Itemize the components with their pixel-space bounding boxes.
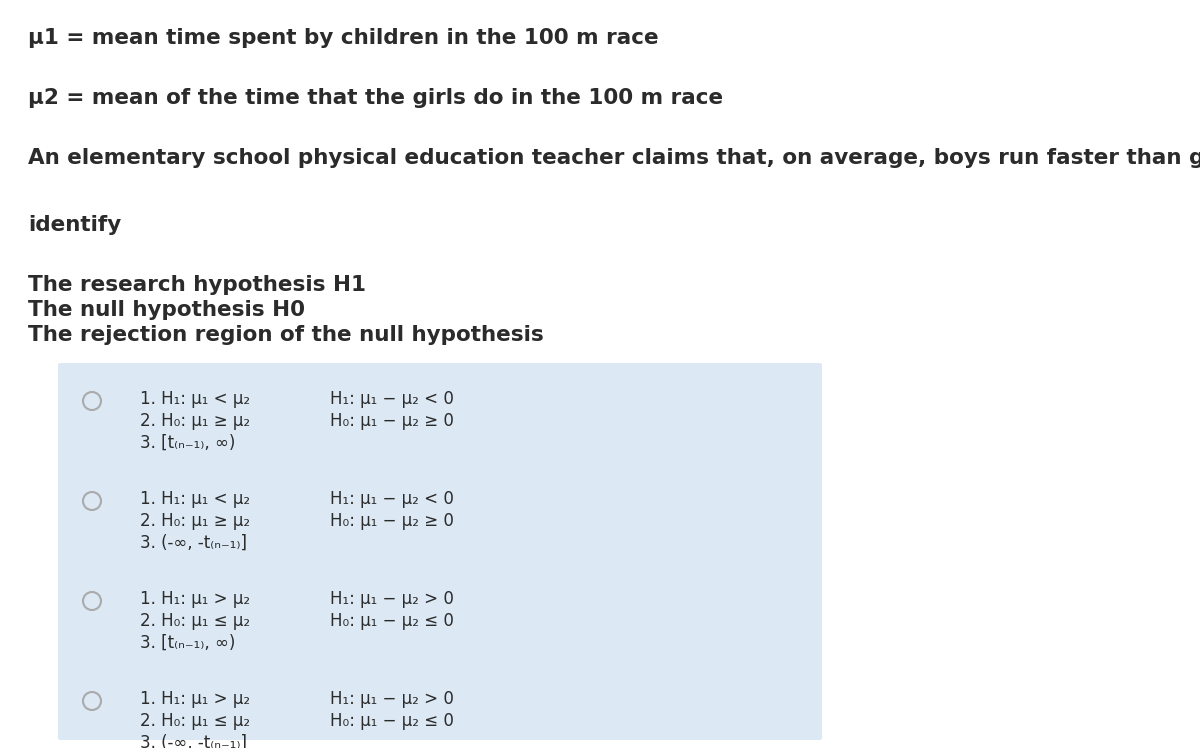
- Text: 1. H₁: μ₁ > μ₂: 1. H₁: μ₁ > μ₂: [140, 590, 250, 608]
- Text: The null hypothesis H0: The null hypothesis H0: [28, 300, 305, 320]
- Text: H₁: μ₁ − μ₂ < 0: H₁: μ₁ − μ₂ < 0: [330, 490, 454, 508]
- Text: 1. H₁: μ₁ > μ₂: 1. H₁: μ₁ > μ₂: [140, 690, 250, 708]
- Text: H₀: μ₁ − μ₂ ≥ 0: H₀: μ₁ − μ₂ ≥ 0: [330, 512, 454, 530]
- Text: identify: identify: [28, 215, 121, 235]
- Text: 3. [t₍ₙ₋₁₎, ∞): 3. [t₍ₙ₋₁₎, ∞): [140, 634, 235, 652]
- Text: 1. H₁: μ₁ < μ₂: 1. H₁: μ₁ < μ₂: [140, 390, 250, 408]
- Text: 3. (-∞, -t₍ₙ₋₁₎]: 3. (-∞, -t₍ₙ₋₁₎]: [140, 534, 247, 552]
- Text: H₁: μ₁ − μ₂ > 0: H₁: μ₁ − μ₂ > 0: [330, 590, 454, 608]
- Text: H₀: μ₁ − μ₂ ≤ 0: H₀: μ₁ − μ₂ ≤ 0: [330, 612, 454, 630]
- Text: 2. H₀: μ₁ ≥ μ₂: 2. H₀: μ₁ ≥ μ₂: [140, 512, 250, 530]
- Text: H₀: μ₁ − μ₂ ≥ 0: H₀: μ₁ − μ₂ ≥ 0: [330, 412, 454, 430]
- Text: H₁: μ₁ − μ₂ < 0: H₁: μ₁ − μ₂ < 0: [330, 390, 454, 408]
- Text: H₁: μ₁ − μ₂ > 0: H₁: μ₁ − μ₂ > 0: [330, 690, 454, 708]
- FancyBboxPatch shape: [58, 363, 822, 740]
- Text: An elementary school physical education teacher claims that, on average, boys ru: An elementary school physical education …: [28, 148, 1200, 168]
- Text: 3. (-∞, -t₍ₙ₋₁₎]: 3. (-∞, -t₍ₙ₋₁₎]: [140, 734, 247, 748]
- Text: The research hypothesis H1: The research hypothesis H1: [28, 275, 366, 295]
- Text: H₀: μ₁ − μ₂ ≤ 0: H₀: μ₁ − μ₂ ≤ 0: [330, 712, 454, 730]
- Text: 1. H₁: μ₁ < μ₂: 1. H₁: μ₁ < μ₂: [140, 490, 250, 508]
- Text: 2. H₀: μ₁ ≥ μ₂: 2. H₀: μ₁ ≥ μ₂: [140, 412, 250, 430]
- Text: μ2 = mean of the time that the girls do in the 100 m race: μ2 = mean of the time that the girls do …: [28, 88, 724, 108]
- Text: 2. H₀: μ₁ ≤ μ₂: 2. H₀: μ₁ ≤ μ₂: [140, 612, 250, 630]
- Text: μ1 = mean time spent by children in the 100 m race: μ1 = mean time spent by children in the …: [28, 28, 659, 48]
- Text: 2. H₀: μ₁ ≤ μ₂: 2. H₀: μ₁ ≤ μ₂: [140, 712, 250, 730]
- Text: 3. [t₍ₙ₋₁₎, ∞): 3. [t₍ₙ₋₁₎, ∞): [140, 434, 235, 452]
- Text: The rejection region of the null hypothesis: The rejection region of the null hypothe…: [28, 325, 544, 345]
